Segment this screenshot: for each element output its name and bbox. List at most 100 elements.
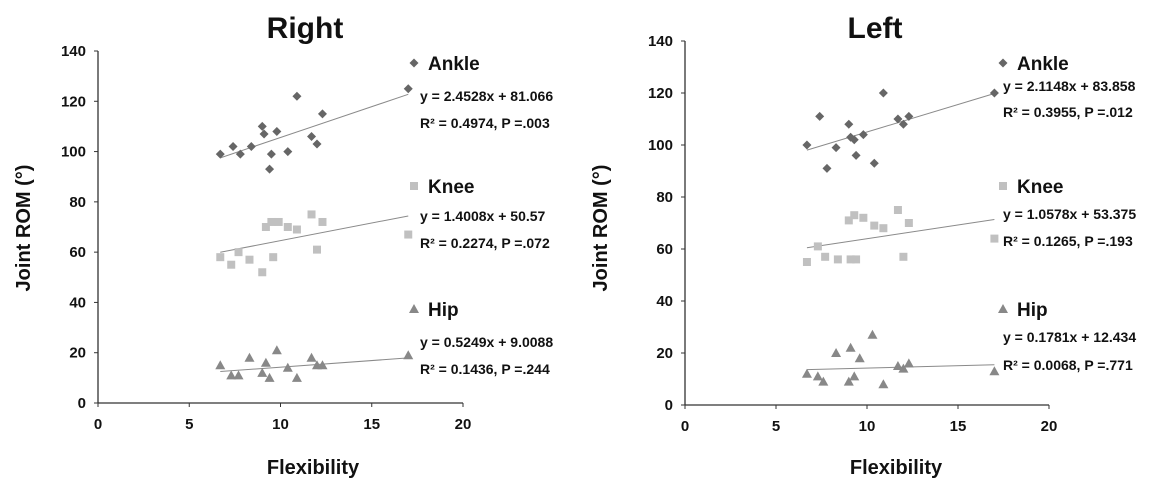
x-tick-label-right: 20 [455, 416, 472, 433]
point-ankle-left [822, 163, 832, 173]
chart-title-right: Right [267, 12, 344, 45]
point-ankle-left [858, 130, 868, 140]
legend-label-ankle-left: Ankle [1017, 54, 1069, 75]
point-hip-left [818, 376, 829, 386]
point-knee-left [859, 213, 868, 222]
y-axis-label-left: Joint ROM (°) [590, 165, 612, 292]
legend-label-hip-left: Hip [1017, 300, 1048, 321]
point-hip-left [903, 358, 914, 368]
point-knee-right [313, 245, 321, 254]
point-knee-right [216, 253, 225, 262]
point-knee-right [318, 217, 327, 226]
y-tick-label-right: 80 [69, 194, 86, 211]
point-ankle-right [312, 139, 322, 149]
point-knee-left [870, 221, 879, 230]
point-ankle-right [272, 126, 282, 136]
trendline-knee-left [806, 218, 995, 249]
legend-marker-hip-right [409, 304, 419, 313]
x-axis-label-left: Flexibility [850, 457, 943, 479]
equation-ankle-right: y = 2.4528x + 81.066 [420, 88, 553, 104]
point-ankle-right [259, 129, 269, 139]
equation-hip-right: y = 0.5249x + 9.0088 [420, 334, 553, 350]
legend-label-hip-right: Hip [428, 300, 459, 321]
y-tick-label-left: 140 [648, 33, 673, 50]
point-ankle-right [246, 142, 256, 152]
stats-hip-left: R² = 0.0068, P =.771 [1003, 357, 1133, 373]
trendline-ankle-left [806, 93, 995, 151]
point-ankle-left [849, 135, 859, 145]
point-hip-left [812, 371, 823, 381]
point-hip-right [215, 360, 226, 370]
point-knee-left [904, 219, 913, 227]
point-hip-right [403, 350, 414, 360]
point-hip-left [867, 329, 878, 339]
trendline-hip-right [220, 357, 409, 373]
y-tick-label-left: 20 [656, 345, 673, 362]
y-tick-label-left: 60 [656, 241, 673, 258]
point-knee-right [234, 248, 243, 257]
point-knee-right [283, 223, 292, 231]
x-tick-label-left: 0 [681, 418, 689, 435]
x-axis-label-right: Flexibility [267, 457, 360, 479]
point-ankle-left [893, 114, 903, 124]
legend-marker-ankle-left [998, 58, 1008, 68]
y-axis-label-right: Joint ROM (°) [13, 165, 35, 292]
equation-ankle-left: y = 2.1148x + 83.858 [1003, 78, 1136, 94]
plot-left: 0 20 40 60 80 100 120 140 0 5 10 15 20 Ankle y = 2.114… [648, 33, 1136, 435]
stats-hip-right: R² = 0.1436, P =.244 [420, 361, 550, 377]
legend-marker-knee-left [999, 182, 1007, 190]
y-tick-label-right: 140 [61, 43, 86, 60]
point-ankle-left [878, 88, 888, 98]
point-knee-left [846, 255, 855, 264]
y-tick-label-right: 20 [69, 345, 86, 362]
point-ankle-left [815, 111, 825, 121]
equation-knee-left: y = 1.0578x + 53.375 [1003, 206, 1136, 222]
x-tick-label-left: 20 [1041, 418, 1058, 435]
plot-right: 0 20 40 60 80 100 120 140 0 5 10 15 20 Ankle y = 2.452… [61, 43, 553, 433]
y-tick-label-right: 0 [78, 395, 86, 412]
point-knee-left [802, 258, 811, 266]
point-hip-right [271, 345, 282, 355]
point-hip-right [264, 372, 275, 382]
point-knee-left [844, 216, 853, 225]
stats-knee-right: R² = 0.2274, P =.072 [420, 235, 550, 251]
point-hip-right [257, 367, 268, 377]
x-tick-label-left: 15 [950, 418, 967, 435]
y-tick-label-left: 120 [648, 85, 673, 102]
y-tick-label-left: 0 [665, 397, 673, 414]
point-hip-right [226, 370, 237, 380]
point-ankle-right [235, 149, 245, 159]
point-knee-left [833, 255, 842, 264]
y-tick-label-left: 80 [656, 189, 673, 206]
point-ankle-left [869, 158, 879, 168]
point-knee-left [990, 234, 999, 243]
x-tick-label-left: 5 [772, 418, 780, 435]
point-ankle-left [898, 119, 908, 129]
point-hip-left [898, 363, 909, 373]
point-hip-right [306, 352, 317, 362]
point-knee-right [245, 255, 254, 264]
point-hip-left [849, 371, 860, 381]
point-knee-right [292, 225, 301, 234]
point-ankle-left [831, 143, 841, 153]
point-knee-left [879, 224, 888, 233]
y-tick-label-right: 100 [61, 144, 86, 161]
legend-label-ankle-right: Ankle [428, 54, 480, 75]
x-tick-label-right: 15 [363, 416, 380, 433]
point-knee-right [267, 217, 276, 226]
point-ankle-right [215, 149, 225, 159]
point-ankle-right [292, 91, 302, 101]
point-knee-left [899, 252, 908, 261]
x-tick-label-right: 10 [272, 416, 289, 433]
point-knee-left [813, 242, 822, 251]
stats-ankle-right: R² = 0.4974, P =.003 [420, 115, 550, 131]
point-hip-left [845, 342, 856, 352]
point-knee-right [261, 223, 270, 231]
point-ankle-right [283, 147, 293, 157]
x-tick-label-left: 10 [859, 418, 876, 435]
point-knee-right [227, 260, 236, 269]
point-hip-left [878, 379, 889, 389]
point-knee-left [850, 211, 859, 220]
